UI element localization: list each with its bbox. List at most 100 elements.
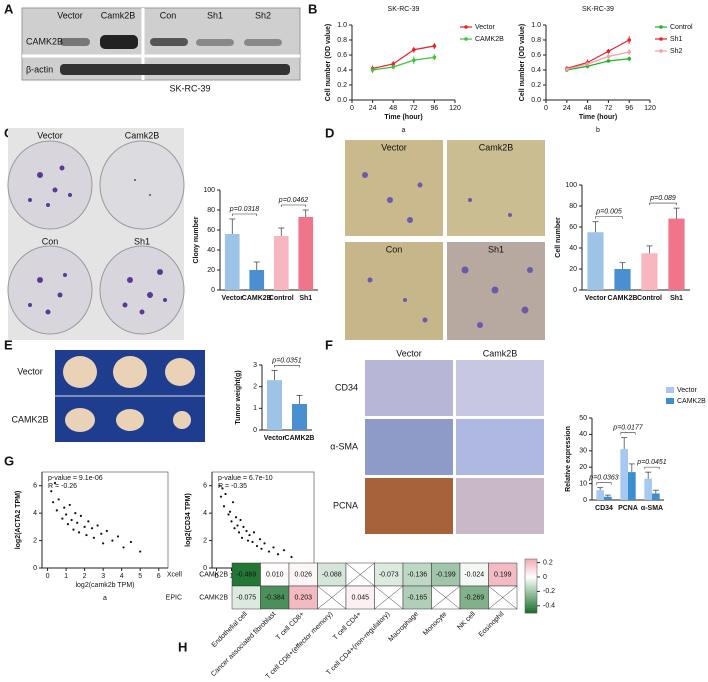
annotation: p=0.005 [595, 209, 622, 216]
colorbar-step [525, 595, 537, 598]
dish [7, 245, 93, 335]
bar [604, 496, 612, 500]
cell-label: -0.165 [407, 594, 427, 601]
cell-label: -0.269 [464, 594, 484, 601]
colorbar-step [525, 589, 537, 592]
y-tick-label: 80 [569, 203, 577, 210]
blot-band [196, 39, 234, 46]
legend-label: Control [670, 24, 693, 31]
cell-label: 0.010 [266, 571, 284, 578]
annotation: R = -0.35 [218, 483, 247, 490]
empty-cross [374, 585, 404, 610]
photo [365, 478, 453, 534]
column-label: T cell CD4+(non-regulatory) [325, 611, 391, 677]
point [90, 527, 94, 530]
point [63, 506, 66, 509]
photo [345, 242, 443, 340]
bar [224, 234, 240, 290]
colorbar-step [525, 578, 537, 581]
cell-label: 0.045 [351, 594, 369, 601]
bar [267, 380, 282, 430]
significance-bracket [274, 365, 300, 368]
legend-swatch [666, 387, 674, 393]
x-tick-label: 0 [46, 573, 50, 580]
significance-bracket [231, 213, 258, 216]
point [290, 555, 293, 559]
significance-bracket [280, 204, 307, 207]
x-axis-label: log2(camk2b TPM) [75, 582, 134, 589]
colorbar-step [525, 562, 537, 565]
y-tick-label: 1.0 [531, 22, 541, 29]
point [100, 532, 103, 535]
photo-label: Sh1 [488, 244, 504, 254]
legend-marker [464, 25, 468, 29]
row-label: CAMK2B [199, 594, 228, 601]
x-tick-label: Sh1 [299, 295, 312, 302]
bar [652, 493, 660, 500]
cell-label: -0.199 [436, 571, 456, 578]
x-tick-label: Vector [222, 295, 244, 302]
point [242, 525, 245, 528]
point [391, 62, 396, 66]
row-label: β-actin [26, 64, 53, 74]
x-axis-label: Time (hour) [384, 114, 422, 121]
x-tick-label: CD34 [595, 505, 613, 512]
y-tick-label: 2 [33, 537, 37, 544]
point [70, 518, 73, 522]
y-tick-label: 30 [579, 448, 587, 455]
x-tick-label: 3 [101, 573, 105, 580]
photo-label: Con [386, 244, 403, 254]
colorbar-step [525, 571, 537, 574]
legend-swatch [666, 398, 674, 404]
x-tick-label: 24 [369, 105, 377, 112]
y-tick-label: 0.8 [337, 37, 347, 44]
blot-band [60, 64, 290, 75]
colorbar-step [525, 566, 537, 569]
point [224, 492, 227, 496]
row-label: CAMK2B [199, 571, 228, 578]
point [129, 540, 133, 544]
point [228, 510, 232, 513]
y-tick-label: 40 [579, 431, 587, 438]
photo-label: α-SMA [330, 441, 358, 451]
row-group-label: EPIC [166, 594, 182, 601]
photo-label: Con [42, 236, 59, 246]
point [606, 49, 611, 54]
point [627, 50, 631, 54]
empty-cross [345, 562, 375, 587]
y-tick-label: 0 [211, 287, 215, 294]
point [221, 487, 224, 490]
column-label: Eosinophil [478, 610, 506, 638]
y-tick-label: 100 [565, 182, 577, 189]
x-tick-label: 2 [83, 573, 87, 580]
colorbar-step [525, 605, 537, 608]
bar [298, 217, 314, 290]
point [248, 533, 251, 537]
significance-bracket [595, 216, 623, 219]
panel-label: H [178, 639, 187, 654]
photo-label: Camk2B [125, 130, 160, 140]
legend-label: CAMK2B [475, 36, 504, 43]
y-tick-label: 20 [207, 267, 215, 274]
x-tick-label: PCNA [618, 505, 638, 512]
point [53, 481, 57, 485]
point [606, 59, 611, 63]
dish [99, 245, 185, 335]
point [64, 513, 68, 516]
point [391, 65, 396, 69]
y-tick-label: 0.4 [531, 67, 541, 74]
colorbar-step [525, 569, 537, 572]
empty-cross [431, 585, 461, 610]
point [227, 513, 230, 516]
row-label: CAMK2B [26, 36, 63, 46]
photo [456, 478, 544, 534]
x-tick-label: Sh1 [670, 295, 683, 302]
series-line [372, 56, 435, 71]
cell-label: -0.136 [407, 571, 427, 578]
cell-label: -0.024 [464, 571, 484, 578]
y-axis-label: Clony number [193, 216, 200, 263]
colorbar-label: 0.2 [543, 559, 553, 566]
point [585, 62, 590, 66]
photo [447, 140, 545, 236]
cell-label: -0.075 [236, 594, 256, 601]
